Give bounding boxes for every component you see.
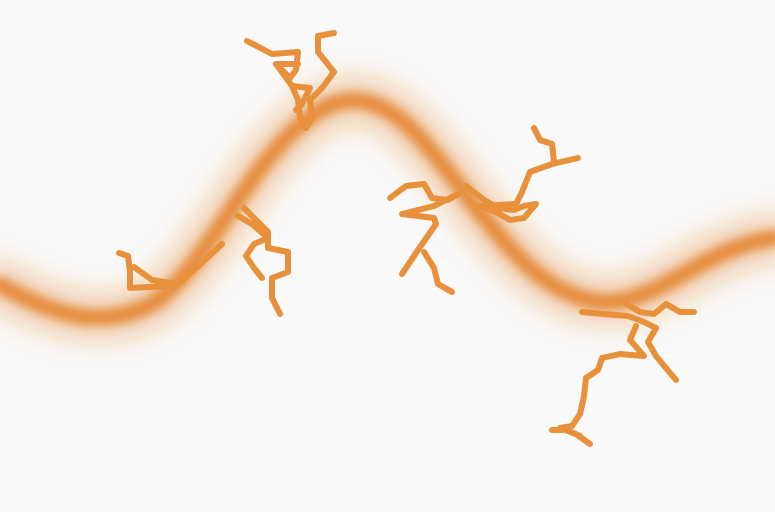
- scribble-right-1: [579, 309, 679, 383]
- scribble-mid-4: [531, 125, 557, 165]
- scribble-left-3: [241, 205, 291, 317]
- scribble-top-1: [244, 30, 337, 131]
- scribble-mid-3: [463, 155, 581, 223]
- scribble-left-1: [116, 241, 225, 291]
- scribble-top-2: [273, 61, 313, 113]
- scribble-right-4: [549, 427, 583, 439]
- scribble-mid-2: [421, 249, 455, 295]
- scribble-left-2: [131, 264, 179, 287]
- sine-wave-core: [0, 92, 775, 326]
- scribbles: [116, 30, 697, 447]
- scribble-mid-1: [387, 181, 461, 277]
- scribble-left-4: [235, 213, 271, 281]
- scribble-right-2: [623, 301, 697, 317]
- sine-wave-band: [0, 77, 775, 341]
